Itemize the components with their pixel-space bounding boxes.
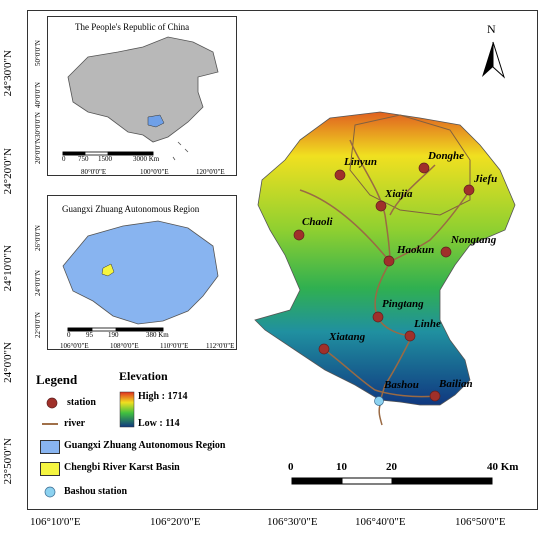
- guangxi-inset: Guangxi Zhuang Autonomous Region 0 95 19…: [47, 195, 237, 350]
- station-xiatang: [318, 343, 330, 355]
- station-bailian: [429, 390, 441, 402]
- legend-bashou-icon: [44, 486, 56, 498]
- north-label: N: [487, 22, 496, 36]
- scale-40: 40 Km: [487, 461, 519, 473]
- station-donghe: [418, 162, 430, 174]
- guangxi-scale-bar: [67, 327, 164, 332]
- station-nongtang: [440, 246, 452, 258]
- china-lat-50: 50°0'0"N: [34, 40, 42, 66]
- guangxi-scale-0: 0: [67, 331, 71, 339]
- china-scale-1500: 1500: [98, 155, 112, 163]
- label-bashou: Bashou: [384, 379, 419, 391]
- legend-basin-label: Chengbi River Karst Basin: [64, 462, 180, 473]
- station-jiefu: [463, 184, 475, 196]
- china-scale-3000: 3000 Km: [133, 155, 160, 163]
- station-xiajia: [375, 200, 387, 212]
- label-linhe: Linhe: [414, 318, 441, 330]
- lon-label-3: 106°30'0"E: [267, 516, 318, 528]
- label-donghe: Donghe: [428, 150, 465, 162]
- guangxi-basin-highlight: [101, 263, 115, 277]
- elevation-title: Elevation: [119, 369, 168, 383]
- legend-basin-swatch: [40, 462, 60, 476]
- china-lon-100: 100°0'0"E: [140, 168, 169, 176]
- label-bailian: Bailian: [439, 378, 473, 390]
- legend-river-label: river: [64, 418, 86, 429]
- label-nongtang: Nongtang: [451, 234, 497, 246]
- lon-label-1: 106°10'0"E: [30, 516, 81, 528]
- legend-region-label: Guangxi Zhuang Autonomous Region: [64, 440, 226, 451]
- china-lon-120: 120°0'0"E: [196, 168, 225, 176]
- lon-label-5: 106°50'0"E: [455, 516, 506, 528]
- station-pingtang: [372, 311, 384, 323]
- legend-station-label: station: [67, 397, 96, 408]
- guangxi-lon-108: 108°0'0"E: [110, 342, 139, 350]
- station-linhe: [404, 330, 416, 342]
- legend-title: Legend: [36, 372, 78, 387]
- china-lat-20: 20°0'0"N: [34, 138, 42, 164]
- elevation-low: Low : 114: [138, 418, 180, 429]
- station-chaoli: [293, 229, 305, 241]
- lon-label-4: 106°40'0"E: [355, 516, 406, 528]
- label-pingtang: Pingtang: [382, 298, 424, 310]
- legend-region-swatch: [40, 440, 60, 454]
- guangxi-map: [62, 220, 219, 332]
- scale-bar: [291, 477, 493, 485]
- guangxi-lat-22: 22°0'0"N: [34, 312, 42, 338]
- china-lat-30: 30°0'0"N: [34, 112, 42, 138]
- label-linyun: Linyun: [344, 156, 378, 168]
- guangxi-lon-112: 112°0'0"E: [206, 342, 235, 350]
- china-scale-0: 0: [62, 155, 66, 163]
- elevation-high: High : 1714: [138, 391, 188, 402]
- label-xiatang: Xiatang: [329, 331, 366, 343]
- china-outline: [67, 36, 219, 143]
- lon-label-2: 106°20'0"E: [150, 516, 201, 528]
- label-jiefu: Jiefu: [474, 173, 498, 185]
- guangxi-scale-190: 190: [108, 331, 119, 339]
- guangxi-lat-24: 24°0'0"N: [34, 270, 42, 296]
- legend-station-icon: [46, 397, 58, 409]
- scale-10: 10: [336, 461, 347, 473]
- scale-20: 20: [386, 461, 397, 473]
- china-scale-750: 750: [78, 155, 89, 163]
- guangxi-lat-26: 26°0'0"N: [34, 225, 42, 251]
- station-markers: [293, 162, 475, 402]
- guangxi-lon-110: 110°0'0"E: [160, 342, 189, 350]
- china-islands: [172, 141, 189, 161]
- china-scale-bar: [62, 151, 154, 156]
- bashou-station-marker: [374, 396, 384, 406]
- label-xiajia: Xiajia: [385, 188, 413, 200]
- station-linyun: [334, 169, 346, 181]
- china-inset: The People's Republic of China 0 750 150…: [47, 16, 237, 176]
- guangxi-lon-106: 106°0'0"E: [60, 342, 89, 350]
- china-lat-40: 40°0'0"N: [34, 82, 42, 108]
- scale-0: 0: [288, 461, 294, 473]
- label-chaoli: Chaoli: [302, 216, 333, 228]
- map-frame: [27, 10, 538, 510]
- china-map: [62, 36, 219, 161]
- guangxi-scale-380: 380 Km: [146, 331, 169, 339]
- elevation-gradient: [119, 391, 135, 428]
- china-guangxi-highlight: [147, 114, 165, 128]
- sub-basin-outline: [349, 114, 471, 216]
- legend-bashou-label: Bashou station: [64, 486, 128, 497]
- station-haokun: [383, 255, 395, 267]
- north-arrow-icon: [482, 41, 506, 79]
- guangxi-inset-title: Guangxi Zhuang Autonomous Region: [62, 204, 200, 214]
- china-inset-title: The People's Republic of China: [75, 22, 190, 32]
- guangxi-scale-95: 95: [86, 331, 93, 339]
- label-haokun: Haokun: [397, 244, 435, 256]
- china-lon-80: 80°0'0"E: [81, 168, 107, 176]
- guangxi-outline: [62, 220, 219, 325]
